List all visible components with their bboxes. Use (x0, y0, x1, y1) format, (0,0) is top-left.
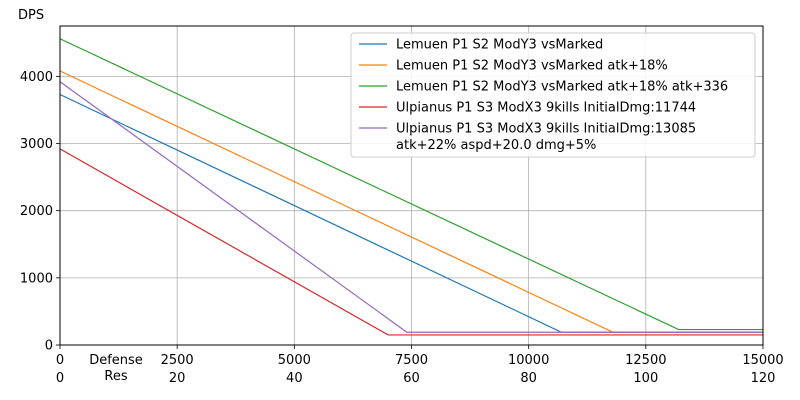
x-tick-label: 12500 (625, 353, 666, 368)
x-tick-label: 2500 (161, 353, 194, 368)
series-line-5 (59, 81, 763, 333)
x-tick-label: 5000 (278, 353, 311, 368)
x-tick-label-res: 40 (286, 371, 303, 386)
y-tick-label: 0 (45, 339, 53, 354)
x-tick-label-res: 20 (169, 371, 186, 386)
x-axis-label-res: Res (104, 369, 127, 384)
y-axis-label: DPS (18, 8, 44, 23)
legend-label-5-line2: atk+22% aspd+20.0 dmg+5% (396, 138, 596, 153)
y-tick-label: 4000 (20, 70, 53, 85)
x-tick-label: 7500 (395, 353, 428, 368)
x-tick-label: 10000 (508, 353, 549, 368)
x-tick-label-res: 0 (56, 371, 64, 386)
series-line-3 (59, 38, 763, 331)
series-lines (59, 38, 763, 336)
y-tick-label: 3000 (20, 137, 53, 152)
legend-label-5: Ulpianus P1 S3 ModX3 9kills InitialDmg:1… (396, 122, 696, 137)
legend-label-1: Lemuen P1 S2 ModY3 vsMarked (396, 38, 603, 53)
x-tick-label-res: 120 (751, 371, 776, 386)
y-tick-label: 2000 (20, 204, 53, 219)
legend-label-4: Ulpianus P1 S3 ModX3 9kills InitialDmg:1… (396, 101, 696, 116)
x-tick-label-res: 80 (520, 371, 537, 386)
axis-ticks: 0025002050004075006010000801250010015000… (20, 70, 784, 386)
x-axis-label: Defense (89, 353, 143, 368)
legend-label-3: Lemuen P1 S2 ModY3 vsMarked atk+18% atk+… (396, 80, 728, 95)
y-tick-label: 1000 (20, 271, 53, 286)
x-tick-label: 15000 (742, 353, 783, 368)
legend-label-2: Lemuen P1 S2 ModY3 vsMarked atk+18% (396, 59, 668, 74)
legend: Lemuen P1 S2 ModY3 vsMarked Lemuen P1 S2 … (350, 32, 756, 158)
legend-box (350, 32, 756, 158)
x-tick-label-res: 60 (403, 371, 420, 386)
x-tick-label: 0 (56, 353, 64, 368)
x-tick-label-res: 100 (633, 371, 658, 386)
series-line-4 (59, 148, 763, 336)
